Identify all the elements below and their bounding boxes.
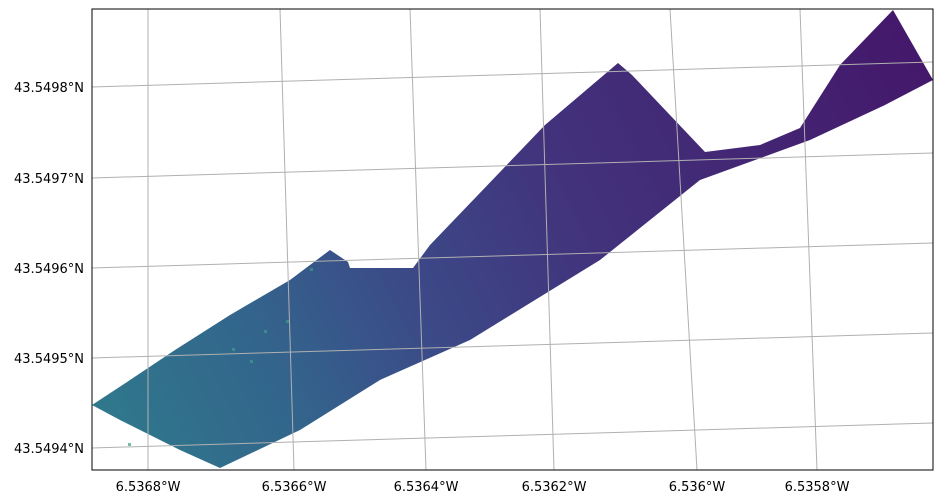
grid-line (539, 9, 555, 470)
grid-line (669, 9, 698, 470)
lon-label: 6.5362°W (522, 480, 587, 495)
lon-label: 6.5368°W (116, 480, 181, 495)
grid-line (92, 242, 933, 269)
grid-line (92, 332, 933, 359)
lon-label: 6.536°W (669, 480, 726, 495)
raster-swath (92, 10, 933, 468)
grid-line (409, 9, 427, 470)
grid-line (799, 9, 818, 470)
lat-label: 43.5495°N (14, 352, 84, 367)
grid-line (92, 61, 933, 88)
lat-label: 43.5497°N (14, 172, 84, 187)
grid-line (92, 152, 933, 179)
lon-label: 6.5364°W (394, 480, 459, 495)
lon-label: 6.5366°W (262, 480, 327, 495)
map-area (92, 9, 933, 470)
grid-line (92, 422, 933, 449)
lon-label: 6.5358°W (785, 480, 850, 495)
longitude-labels: 6.5368°W 6.5366°W 6.5364°W 6.5362°W 6.53… (116, 480, 850, 495)
lat-label: 43.5494°N (14, 442, 84, 457)
grid-line (279, 9, 295, 470)
latitude-labels: 43.5498°N 43.5497°N 43.5496°N 43.5495°N … (14, 81, 84, 457)
lat-label: 43.5498°N (14, 81, 84, 96)
lat-label: 43.5496°N (14, 262, 84, 277)
graticule (92, 9, 933, 470)
frame (91, 8, 934, 471)
speckles (128, 268, 313, 446)
